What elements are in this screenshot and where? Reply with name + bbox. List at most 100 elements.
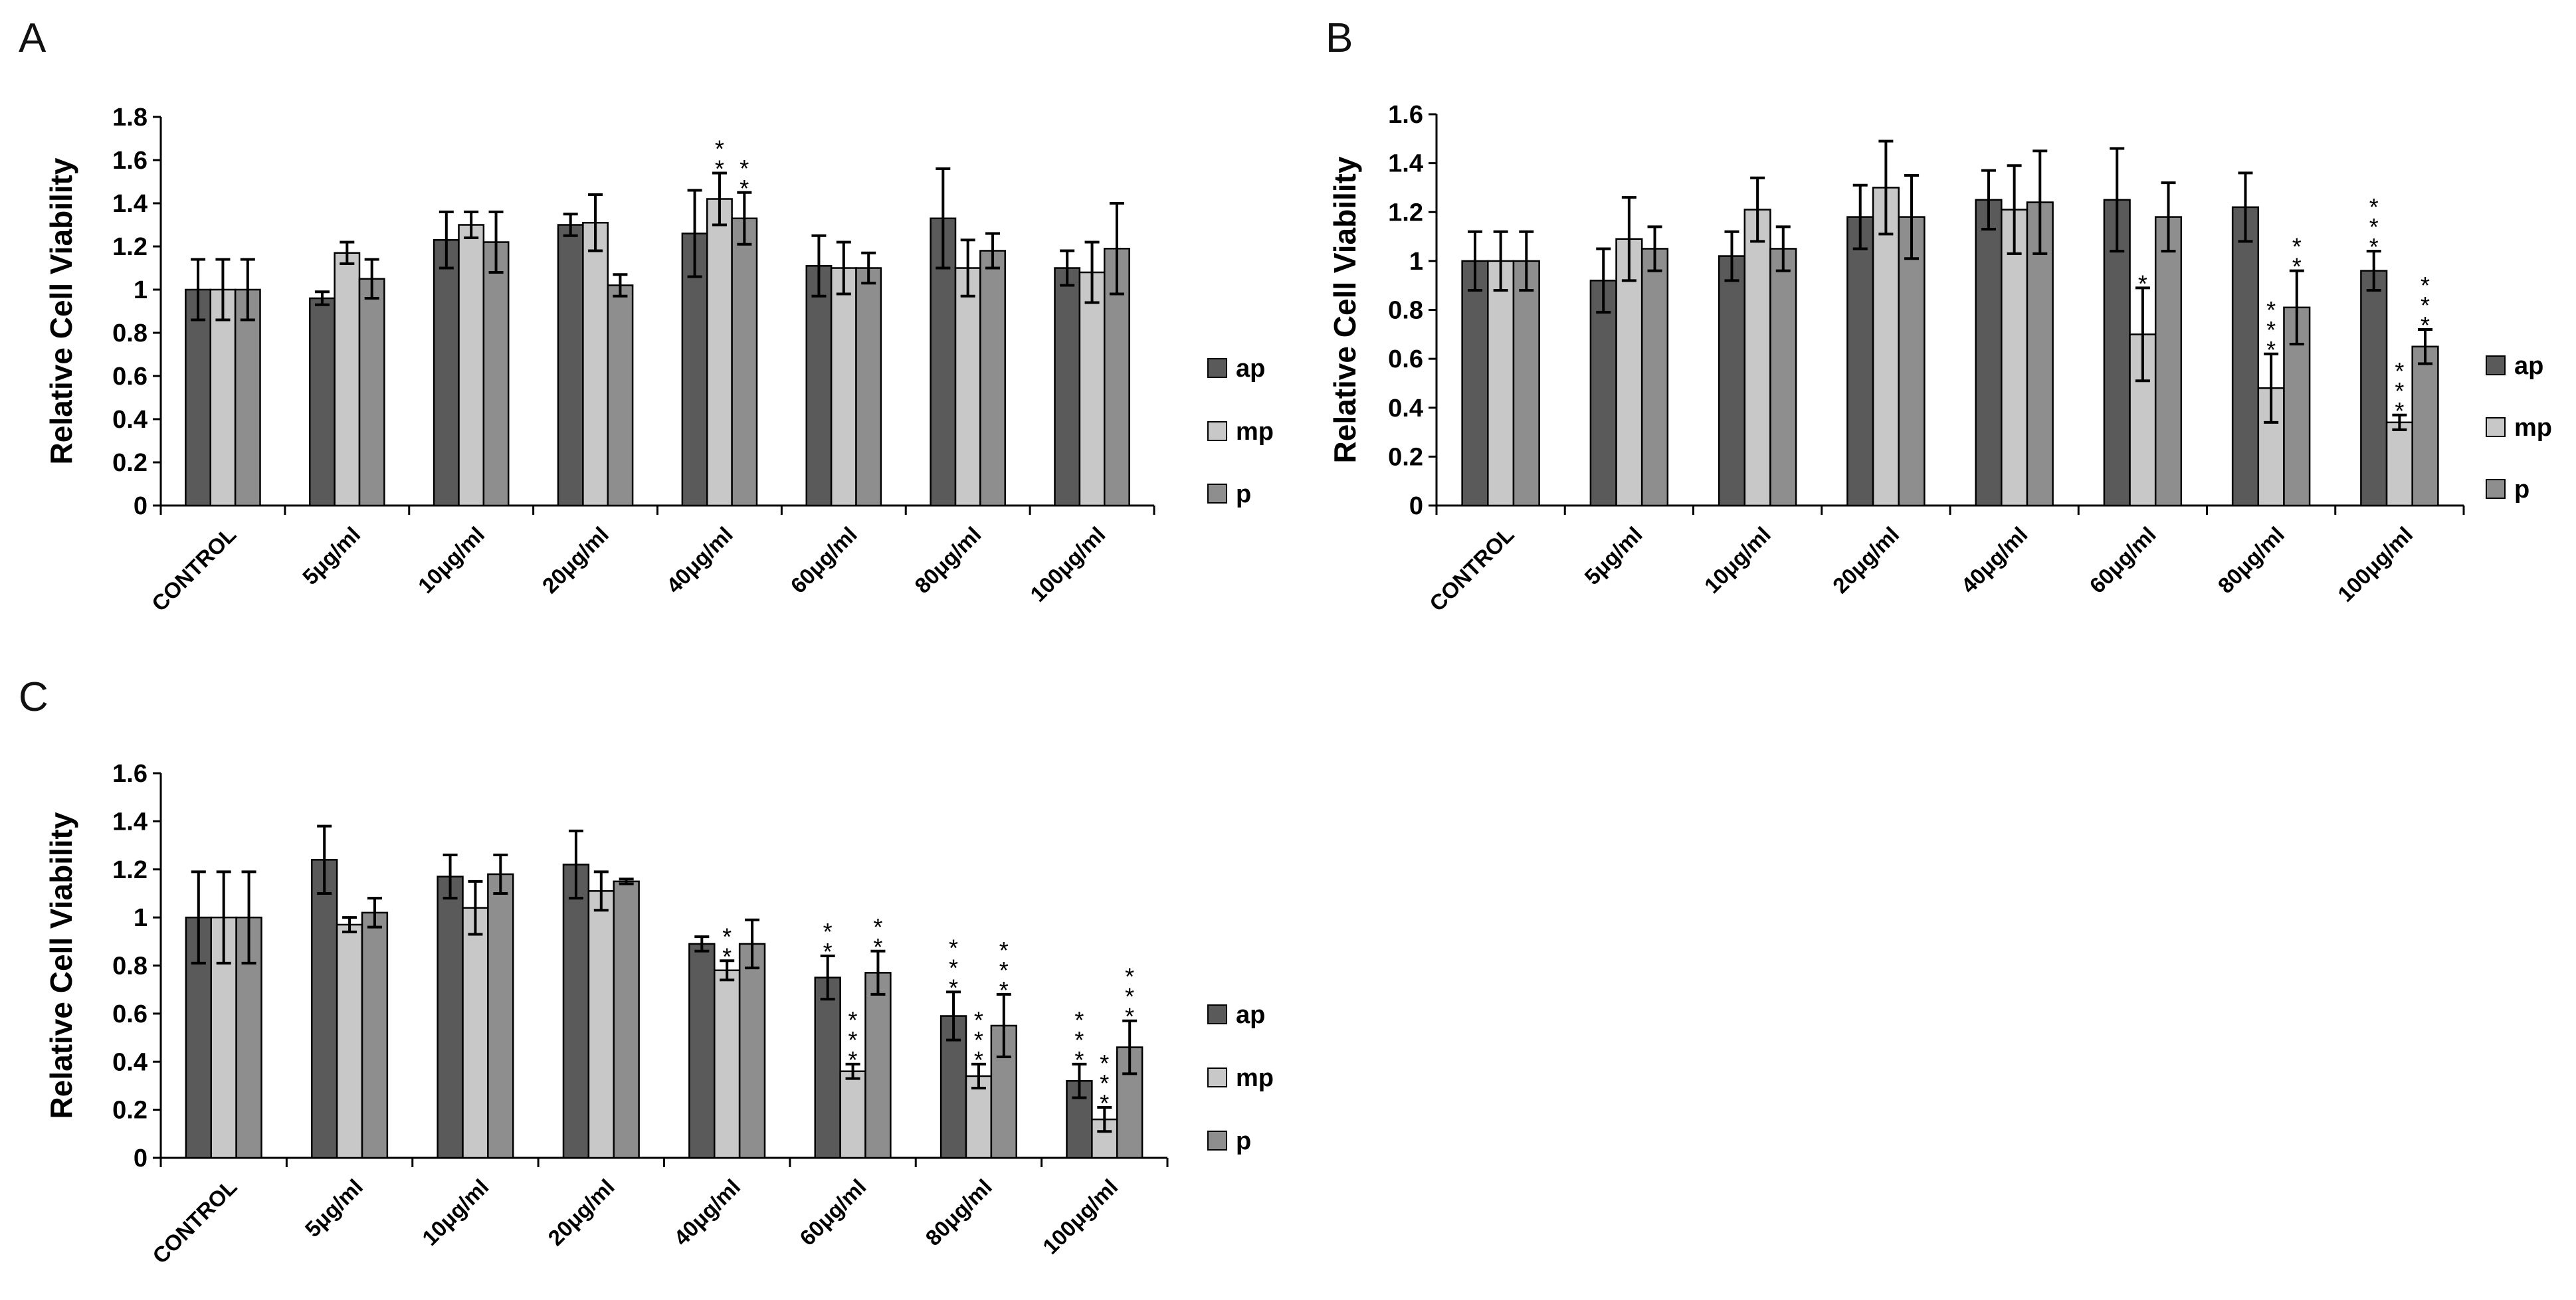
significance-star: *: [715, 155, 724, 183]
y-tick-label: 1.2: [112, 856, 148, 884]
bar-ap: [562, 864, 590, 1159]
x-category-label: 20μg/ml: [1828, 522, 1904, 598]
y-tick-label: 1.6: [1388, 101, 1423, 129]
bar-p: [613, 880, 640, 1159]
significance-star: *: [2369, 233, 2379, 260]
x-category-label: 10μg/ml: [1700, 522, 1775, 598]
y-tick-label: 0.8: [112, 320, 148, 347]
significance-star: *: [2421, 292, 2430, 319]
significance-star: *: [873, 933, 882, 961]
significance-star: *: [2266, 336, 2276, 363]
bar-p: [731, 217, 758, 507]
chart-panel-b: B 0 0.2 0.4 0.6 0.8 1 1.2 1.4 1.6 Relative Cell Vi…: [1326, 15, 2552, 616]
bar-p: [2411, 345, 2439, 507]
significance-star: *: [949, 954, 958, 981]
bar-mp: [706, 198, 733, 507]
x-category-label: 60μg/ml: [785, 522, 861, 598]
y-tick-label: 0.6: [1388, 345, 1423, 373]
significance-star: *: [1074, 1006, 1084, 1034]
significance-star: *: [2292, 253, 2302, 280]
significance-star: *: [1074, 1026, 1084, 1054]
x-category-label: 20μg/ml: [543, 1174, 619, 1250]
significance-star: *: [740, 155, 749, 182]
y-tick-label: 1.2: [1388, 199, 1423, 227]
legend-label-mp: mp: [2514, 414, 2552, 442]
bar-ap: [1589, 280, 1617, 507]
bar-p: [607, 284, 634, 507]
bar-p: [979, 250, 1006, 507]
bar-mp: [1487, 260, 1515, 507]
bar-mp: [462, 907, 489, 1159]
bar-p: [738, 943, 766, 1159]
bar-mp: [1615, 238, 1643, 507]
y-tick-label: 0.8: [112, 953, 148, 980]
significance-star: *: [974, 1006, 983, 1034]
bar-ap: [2231, 206, 2260, 507]
significance-star: *: [2138, 270, 2147, 297]
bar-p: [1769, 248, 1797, 507]
y-tick-label: 0.4: [1388, 395, 1423, 422]
bar-mp: [336, 923, 363, 1159]
significance-star: *: [1100, 1050, 1109, 1077]
significance-star: *: [2395, 377, 2404, 405]
x-category-label: 100μg/ml: [1025, 522, 1110, 606]
bar-ap: [1718, 255, 1746, 507]
bar-mp: [954, 267, 981, 507]
legend-swatch-ap: [1207, 358, 1227, 378]
y-tick-label: 0.2: [112, 1097, 148, 1125]
bar-ap: [437, 876, 464, 1159]
bar-ap: [309, 297, 336, 507]
y-tick-label: 0.6: [112, 1000, 148, 1028]
x-category-label: 40μg/ml: [1956, 522, 2032, 598]
y-tick-label: 1: [1409, 248, 1423, 276]
bar-mp: [582, 222, 609, 507]
bar-ap: [557, 224, 584, 507]
significance-star: *: [2292, 233, 2302, 260]
bar-mp: [209, 288, 237, 507]
x-category-label: 10μg/ml: [417, 1174, 493, 1250]
bar-ap: [185, 288, 211, 507]
x-category-label: 40μg/ml: [669, 1174, 745, 1250]
bar-ap: [433, 239, 460, 507]
bar-p: [1640, 248, 1669, 507]
significance-star: *: [2395, 357, 2404, 385]
legend-swatch-mp: [1207, 1068, 1227, 1087]
bar-p: [234, 288, 261, 507]
significance-star: *: [823, 918, 833, 945]
significance-star: *: [1100, 1069, 1109, 1097]
bar-ap: [2360, 270, 2388, 507]
bar-mp: [714, 969, 741, 1159]
significance-star: *: [949, 974, 958, 1001]
legend-swatch-mp: [2486, 417, 2506, 437]
y-tick-label: 0: [1409, 492, 1423, 520]
bar-mp: [830, 267, 857, 507]
bar-ap: [1054, 267, 1081, 507]
x-category-label: 5μg/ml: [300, 1174, 367, 1242]
y-tick-label: 0: [134, 1145, 148, 1172]
y-tick-label: 1.8: [112, 104, 148, 132]
bar-mp: [334, 252, 361, 507]
significance-star: *: [1125, 1003, 1134, 1030]
x-category-label: 80μg/ml: [921, 1174, 997, 1250]
legend-label-ap: ap: [2514, 352, 2543, 380]
legend-swatch-ap: [2486, 355, 2506, 375]
bar-ap: [311, 859, 338, 1159]
significance-star: *: [740, 175, 749, 202]
significance-star: *: [848, 1026, 858, 1054]
bar-ap: [814, 976, 841, 1159]
x-category-label: 80μg/ml: [2213, 522, 2289, 598]
significance-star: *: [2266, 316, 2276, 343]
chart-panel-a: A 0 0.2 0.4 0.6 0.8 1 1.2 1.4 1.6 1.8 Relative Cell…: [19, 15, 1274, 616]
panel-label: A: [19, 15, 47, 61]
significance-star: *: [999, 976, 1009, 1004]
y-tick-label: 1: [134, 276, 148, 304]
legend-label-mp: mp: [1236, 1064, 1274, 1092]
x-category-label: 5μg/ml: [298, 522, 365, 589]
legend-swatch-ap: [1207, 1004, 1227, 1024]
significance-star: *: [2266, 296, 2276, 324]
x-category-label: 10μg/ml: [413, 522, 489, 598]
significance-star: *: [1125, 963, 1134, 990]
significance-star: *: [1125, 983, 1134, 1010]
significance-star: *: [823, 938, 833, 965]
